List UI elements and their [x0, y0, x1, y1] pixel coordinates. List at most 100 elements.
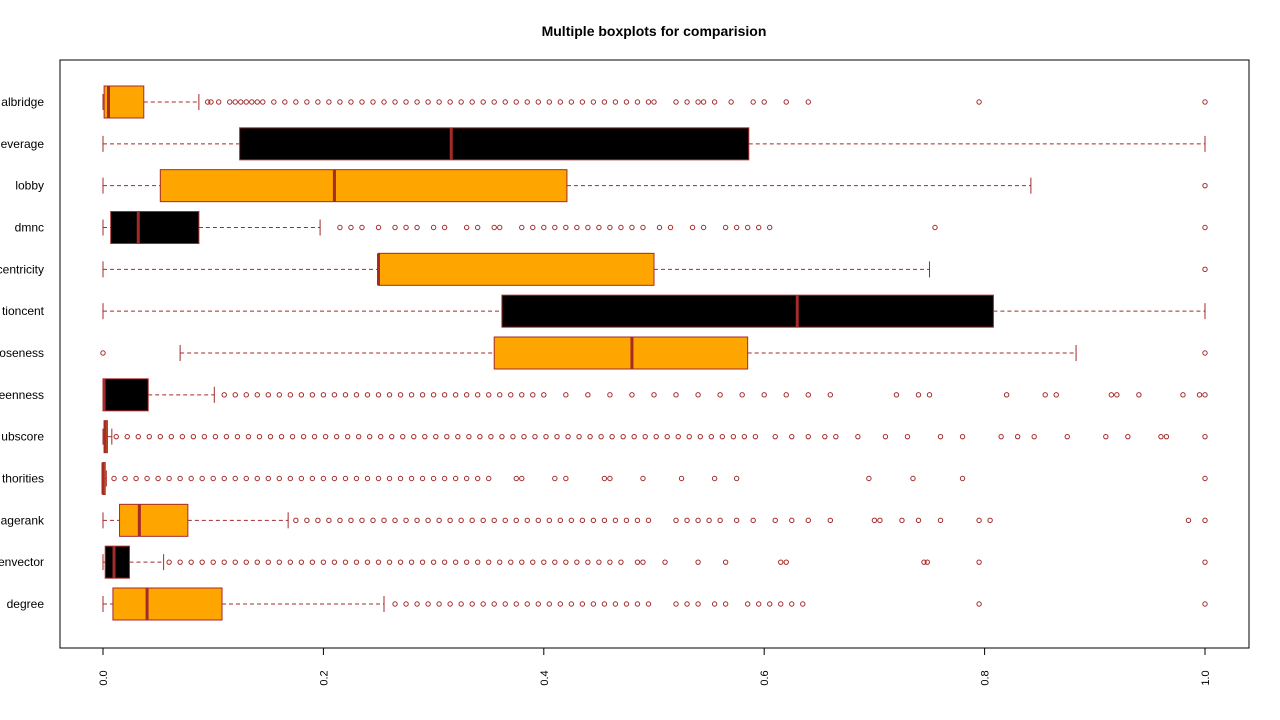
outlier-point: [805, 517, 811, 524]
outlier-point: [322, 433, 329, 440]
x-axis: 0.0 0.2 0.4 0.6 0.8 1.0: [98, 647, 1212, 686]
outlier-point: [827, 392, 834, 398]
outlier-point: [719, 433, 726, 440]
outlier-point: [634, 559, 641, 565]
outlier-point: [651, 99, 657, 105]
outlier-point: [524, 601, 530, 607]
outlier-point: [309, 559, 316, 565]
outlier-point: [563, 224, 569, 231]
outlier-point: [1202, 433, 1208, 440]
outlier-point: [904, 433, 911, 440]
boxplot-subgraphcentralizationcent: [102, 294, 1206, 328]
outlier-point: [513, 517, 519, 524]
boxplot-pagerank: [102, 503, 1208, 537]
outlier-point: [204, 99, 211, 105]
outlier-point: [463, 475, 470, 482]
boxplot-localbridge: [102, 85, 1208, 119]
outlier-point: [601, 99, 608, 105]
outlier-point: [326, 99, 332, 105]
outlier-point: [634, 601, 641, 607]
outlier-point: [111, 475, 117, 482]
outlier-point: [1202, 182, 1208, 189]
outlier-point: [124, 433, 130, 440]
outlier-point: [519, 224, 525, 231]
outlier-point: [287, 392, 294, 398]
outlier-point: [557, 99, 564, 105]
outlier-point: [728, 99, 734, 105]
outlier-point: [444, 433, 450, 440]
outlier-point: [375, 475, 382, 482]
boxplot-hubscore: [102, 420, 1208, 454]
outlier-point: [199, 475, 205, 482]
outlier-point: [491, 601, 497, 607]
outlier-point: [342, 392, 349, 398]
outlier-point: [554, 433, 560, 440]
box-iqr: [110, 211, 200, 244]
outlier-point: [234, 433, 241, 440]
outlier-point: [392, 517, 398, 524]
box-iqr: [119, 503, 189, 537]
outlier-point: [1202, 266, 1208, 273]
outlier-point: [441, 475, 448, 482]
outlier-point: [640, 559, 646, 565]
outlier-point: [422, 433, 428, 440]
outlier-point: [653, 433, 659, 440]
outlier-point: [755, 224, 762, 231]
outlier-point: [1202, 99, 1208, 105]
outlier-point: [1003, 392, 1010, 398]
outlier-point: [271, 99, 277, 105]
outlier-point: [695, 559, 701, 565]
box-iqr: [501, 294, 994, 328]
outlier-point: [469, 601, 475, 607]
box-iqr: [378, 252, 655, 286]
outlier-point: [513, 99, 519, 105]
outlier-point: [598, 433, 604, 440]
outlier-point: [309, 475, 316, 482]
outlier-point: [662, 559, 668, 565]
outlier-point: [568, 601, 575, 607]
outlier-point: [722, 559, 729, 565]
outlier-point: [601, 517, 608, 524]
outlier-point: [486, 559, 492, 565]
outlier-point: [607, 559, 613, 565]
outlier-point: [915, 392, 922, 398]
outlier-point: [612, 601, 619, 607]
outlier-point: [524, 99, 530, 105]
outlier-point: [656, 224, 663, 231]
outlier-point: [315, 99, 321, 105]
outlier-point: [532, 433, 538, 440]
x-tick-label: 1.0: [1200, 670, 1212, 685]
outlier-point: [508, 392, 514, 398]
outlier-point: [477, 433, 483, 440]
boxplot-authorities: [101, 462, 1208, 495]
outlier-point: [596, 224, 602, 231]
category-label-authorities: thorities: [2, 472, 44, 486]
outlier-point: [430, 475, 437, 482]
outlier-point: [557, 601, 564, 607]
outlier-point: [750, 517, 756, 524]
outlier-point: [530, 224, 536, 231]
outlier-point: [419, 559, 426, 565]
outlier-point: [208, 99, 214, 105]
outlier-point: [436, 601, 442, 607]
outlier-point: [254, 99, 260, 105]
outlier-point: [315, 517, 321, 524]
outlier-point: [596, 559, 602, 565]
outlier-point: [260, 99, 266, 105]
outlier-point: [370, 99, 376, 105]
outlier-point: [474, 475, 481, 482]
outlier-point: [469, 99, 475, 105]
category-label-lobby: lobby: [15, 179, 44, 193]
outlier-point: [232, 99, 238, 105]
outlier-point: [474, 559, 481, 565]
outlier-point: [331, 475, 338, 482]
outlier-point: [805, 99, 811, 105]
outlier-point: [249, 99, 255, 105]
outlier-point: [298, 559, 305, 565]
outlier-point: [408, 559, 415, 565]
outlier-point: [425, 601, 431, 607]
outlier-point: [491, 224, 497, 231]
outlier-point: [684, 517, 690, 524]
outlier-point: [706, 517, 712, 524]
outlier-point: [276, 475, 283, 482]
